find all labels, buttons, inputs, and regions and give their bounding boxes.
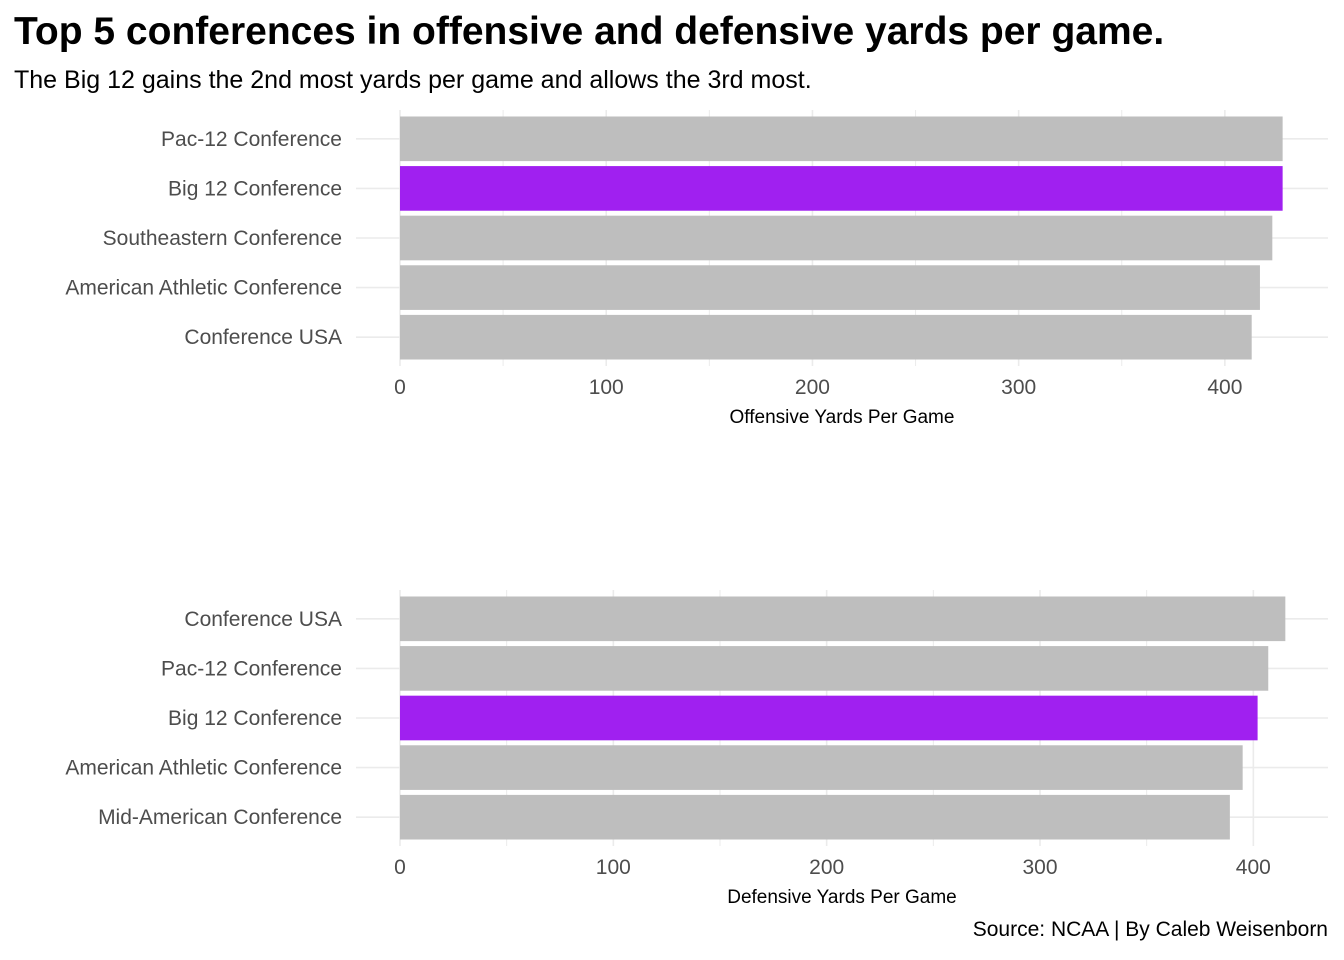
- defense-x-axis-title: Defensive Yards Per Game: [727, 887, 957, 908]
- offense-x-tick-label: 400: [1207, 376, 1242, 399]
- offensive-yards-chart: Pac-12 Conference Big 12 Conference Southe…: [65, 110, 1328, 428]
- offense-bar-big-12-conference: [400, 166, 1283, 211]
- defense-category-label: Big 12 Conference: [168, 707, 342, 730]
- defense-category-label: Pac-12 Conference: [161, 657, 342, 680]
- offense-x-tick-label: 100: [589, 376, 624, 399]
- defense-x-tick-label: 300: [1022, 856, 1057, 879]
- offense-category-label: Pac-12 Conference: [161, 128, 342, 151]
- defense-bar-pac-12-conference: [400, 646, 1269, 691]
- offense-x-tick-label: 300: [1001, 376, 1036, 399]
- offense-bar-pac-12-conference: [400, 116, 1283, 162]
- offense-x-tick-label: 200: [795, 376, 830, 399]
- defense-x-tick-label: 100: [596, 856, 631, 879]
- offense-category-label: Conference USA: [184, 326, 342, 349]
- defense-category-label: Mid-American Conference: [98, 806, 342, 829]
- chart-subtitle: The Big 12 gains the 2nd most yards per …: [14, 66, 812, 94]
- offense-bar-conference-usa: [400, 314, 1252, 360]
- defense-category-label: American Athletic Conference: [65, 757, 342, 780]
- defensive-yards-chart: Conference USA Pac-12 Conference Big 12 Co…: [65, 590, 1328, 908]
- defense-x-tick-label: 200: [809, 856, 844, 879]
- offense-category-label: Big 12 Conference: [168, 177, 342, 200]
- offense-x-axis-title: Offensive Yards Per Game: [730, 407, 955, 428]
- offense-category-label: Southeastern Conference: [103, 227, 342, 250]
- chart-title: Top 5 conferences in offensive and defen…: [14, 10, 1165, 53]
- defense-bar-big-12-conference: [400, 695, 1258, 741]
- defense-category-label: Conference USA: [184, 608, 342, 631]
- defense-x-tick-label: 0: [394, 856, 406, 879]
- offense-bar-american-athletic-conference: [400, 265, 1260, 310]
- offense-bar-southeastern-conference: [400, 215, 1273, 261]
- defense-bar-american-athletic-conference: [400, 745, 1243, 790]
- offense-x-tick-label: 0: [394, 376, 406, 399]
- defense-x-tick-label: 400: [1236, 856, 1271, 879]
- defense-bar-conference-usa: [400, 596, 1286, 642]
- offense-category-label: American Athletic Conference: [65, 277, 342, 300]
- defense-bar-mid-american-conference: [400, 794, 1230, 840]
- source-caption: Source: NCAA | By Caleb Weisenborn: [972, 918, 1328, 941]
